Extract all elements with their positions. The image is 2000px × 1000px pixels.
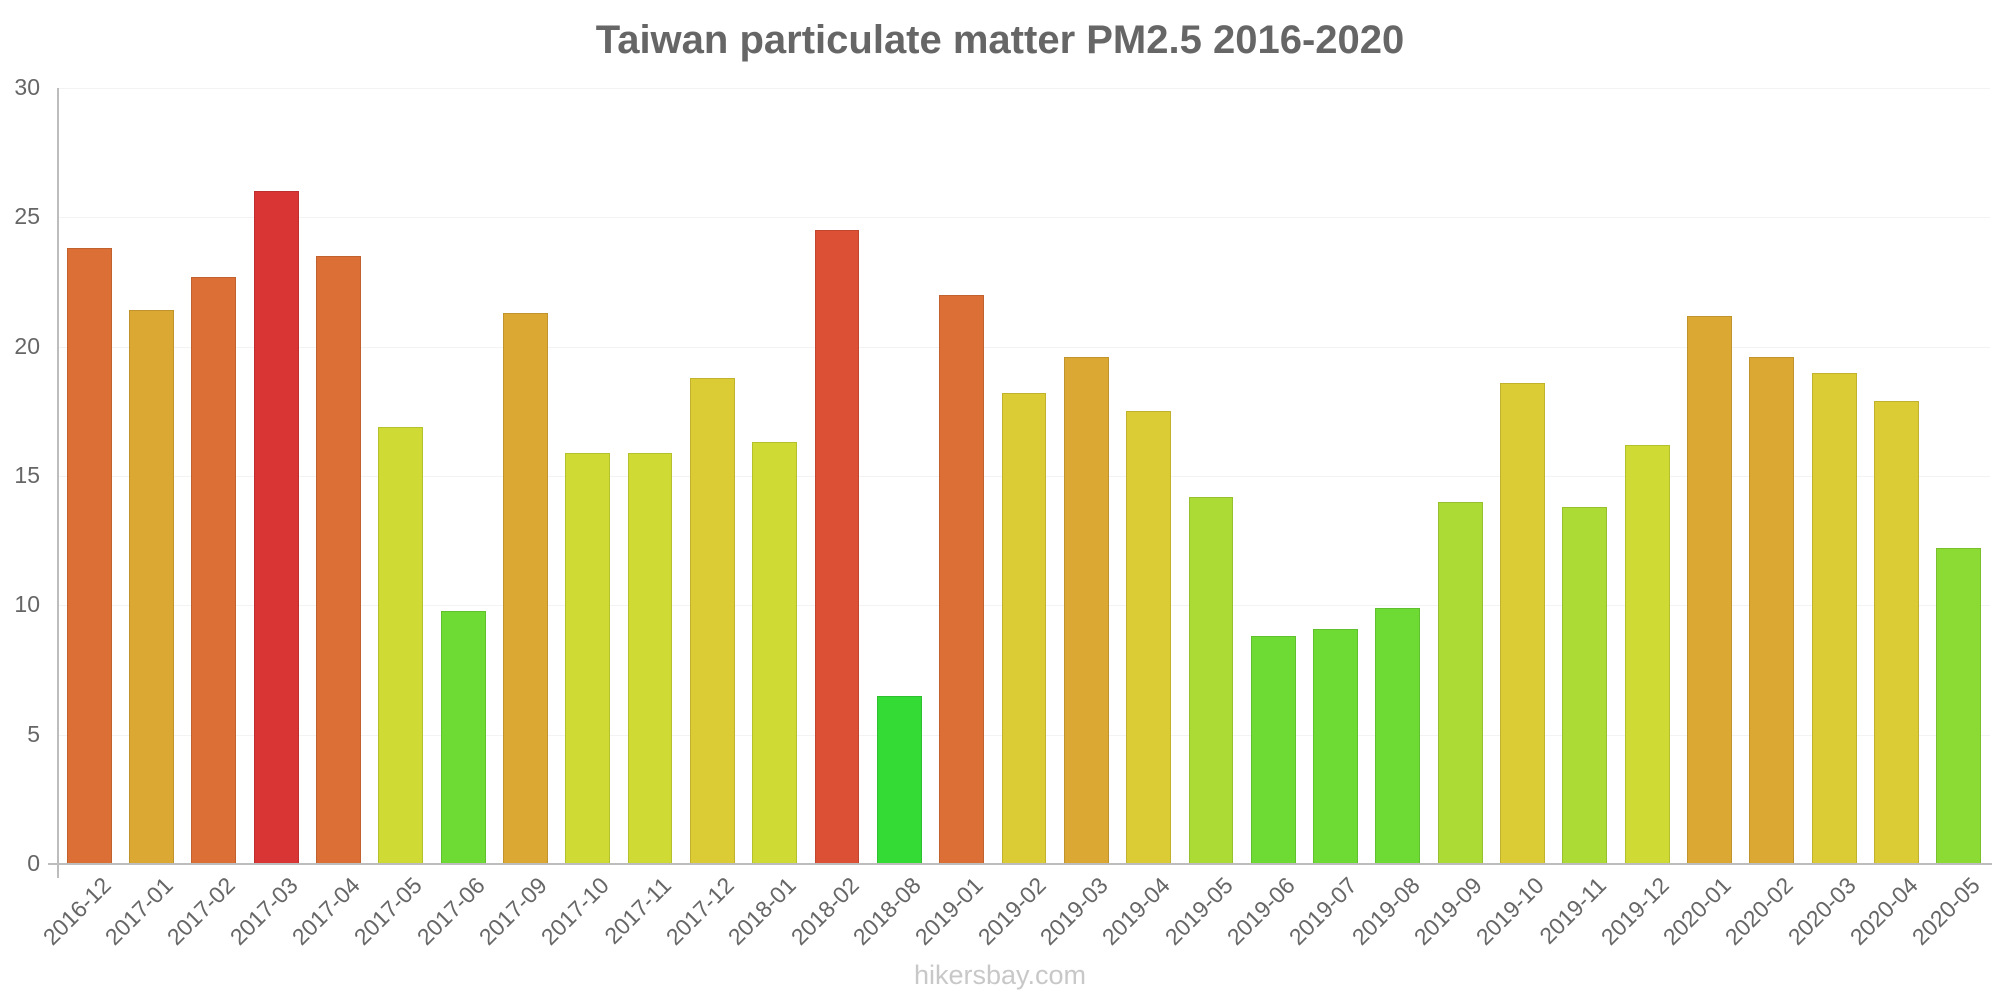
bar-2017-05[interactable] bbox=[378, 426, 424, 864]
x-tick-label: 2016-12 bbox=[37, 872, 116, 951]
bar-2018-02[interactable] bbox=[814, 230, 860, 864]
x-tick-label: 2017-09 bbox=[473, 872, 552, 951]
bar-2018-08[interactable] bbox=[876, 695, 922, 864]
bar-2017-06[interactable] bbox=[440, 610, 486, 864]
bar-2019-08[interactable] bbox=[1375, 607, 1421, 864]
x-tick-label: 2019-07 bbox=[1283, 872, 1363, 951]
x-tick-label: 2020-02 bbox=[1720, 872, 1799, 951]
x-tick-label: 2019-06 bbox=[1221, 872, 1300, 951]
bar-2020-02[interactable] bbox=[1749, 357, 1795, 864]
x-tick-label: 2019-11 bbox=[1534, 872, 1612, 949]
bar-2020-01[interactable] bbox=[1687, 315, 1732, 864]
bar-2017-02[interactable] bbox=[191, 276, 237, 864]
bar-2019-02[interactable] bbox=[1001, 393, 1047, 864]
x-tick-label: 2019-10 bbox=[1470, 872, 1549, 951]
x-tick-label: 2017-01 bbox=[99, 872, 178, 951]
gridline bbox=[58, 88, 1990, 89]
bar-2017-10[interactable] bbox=[565, 452, 611, 864]
x-tick-label: 2019-03 bbox=[1034, 872, 1113, 951]
y-tick-label: 10 bbox=[14, 591, 40, 618]
x-tick-label: 2019-05 bbox=[1159, 872, 1238, 951]
bar-2017-12[interactable] bbox=[689, 377, 735, 864]
bar-2019-04[interactable] bbox=[1126, 411, 1172, 864]
bar-2020-05[interactable] bbox=[1936, 548, 1982, 864]
bar-2016-12[interactable] bbox=[66, 248, 112, 864]
x-tick-label: 2019-08 bbox=[1346, 872, 1425, 951]
bar-2019-06[interactable] bbox=[1250, 636, 1296, 864]
bar-2019-01[interactable] bbox=[939, 294, 985, 864]
bar-2017-01[interactable] bbox=[129, 310, 174, 864]
y-tick-label: 0 bbox=[27, 850, 40, 876]
y-tick-label: 25 bbox=[14, 203, 40, 230]
plot-area bbox=[58, 88, 1990, 865]
x-tick-label: 2019-01 bbox=[909, 872, 989, 951]
x-tick-label: 2017-02 bbox=[162, 872, 241, 951]
x-tick-label: 2017-12 bbox=[660, 872, 739, 951]
x-tick-label: 2019-04 bbox=[1096, 872, 1176, 951]
x-tick-label: 2020-05 bbox=[1907, 872, 1986, 951]
y-tick-label: 15 bbox=[14, 462, 40, 488]
x-tick-label: 2017-10 bbox=[536, 872, 615, 951]
bar-2017-11[interactable] bbox=[627, 452, 673, 864]
gridline bbox=[58, 346, 1990, 348]
y-tick-label: 5 bbox=[27, 720, 40, 747]
x-tick-label: 2019-02 bbox=[972, 872, 1051, 951]
x-tick-label: 2020-04 bbox=[1844, 872, 1923, 951]
bar-2020-03[interactable] bbox=[1811, 372, 1857, 864]
x-tick-label: 2017-04 bbox=[286, 872, 365, 951]
bar-2019-09[interactable] bbox=[1437, 501, 1483, 864]
bar-2019-11[interactable] bbox=[1562, 507, 1608, 864]
x-tick-label: 2020-01 bbox=[1657, 872, 1736, 951]
x-tick-label: 2017-11 bbox=[599, 872, 677, 949]
x-axis-line bbox=[48, 863, 1992, 865]
bar-2019-12[interactable] bbox=[1624, 444, 1670, 864]
bar-2017-03[interactable] bbox=[253, 191, 299, 864]
x-tick-label: 2020-03 bbox=[1782, 872, 1861, 951]
bar-2017-09[interactable] bbox=[502, 313, 548, 864]
x-tick-label: 2018-08 bbox=[847, 872, 926, 951]
bar-2019-05[interactable] bbox=[1188, 496, 1234, 864]
x-tick-label: 2019-12 bbox=[1595, 872, 1674, 951]
gridline bbox=[58, 217, 1990, 219]
bar-2019-03[interactable] bbox=[1063, 357, 1109, 864]
bar-2017-04[interactable] bbox=[316, 256, 361, 864]
x-tick-label: 2017-05 bbox=[349, 872, 428, 951]
y-tick-label: 30 bbox=[14, 74, 40, 100]
x-tick-label: 2019-09 bbox=[1408, 872, 1487, 951]
x-tick-label: 2018-01 bbox=[723, 872, 802, 951]
bar-2018-01[interactable] bbox=[752, 442, 798, 864]
bar-2019-10[interactable] bbox=[1500, 382, 1545, 864]
y-tick-label: 20 bbox=[14, 332, 40, 359]
bar-2020-04[interactable] bbox=[1874, 401, 1919, 864]
x-tick-label: 2017-06 bbox=[411, 872, 490, 951]
chart-title: Taiwan particulate matter PM2.5 2016-202… bbox=[595, 18, 1405, 62]
x-tick-label: 2018-02 bbox=[785, 872, 864, 951]
x-tick-label: 2017-03 bbox=[224, 872, 303, 951]
y-axis-line bbox=[57, 88, 59, 878]
watermark: hikersbay.com bbox=[913, 960, 1087, 990]
bar-2019-07[interactable] bbox=[1313, 628, 1359, 864]
